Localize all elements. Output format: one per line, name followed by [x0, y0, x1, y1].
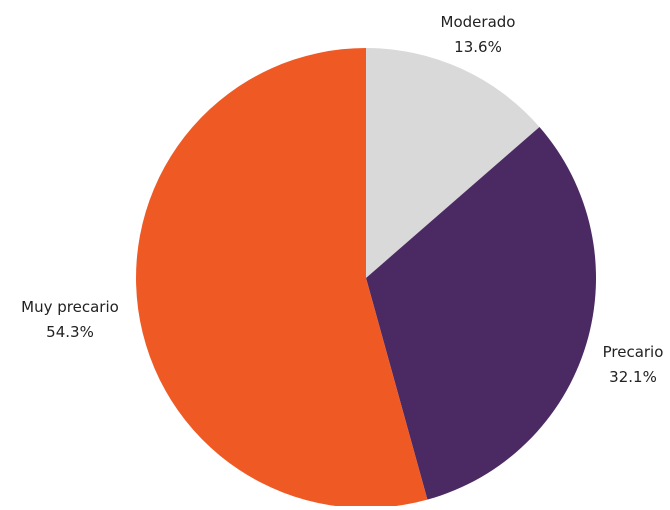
- slices-layer: [136, 48, 597, 509]
- slice-label-moderado: Moderado: [441, 13, 516, 31]
- pie-slice-muy-precario: [136, 48, 428, 509]
- slice-value-muy-precario: 54.3%: [46, 323, 94, 341]
- pie-slice-precario: [366, 126, 597, 500]
- slice-value-precario: 32.1%: [609, 368, 657, 386]
- pie-slice-moderado: [366, 48, 540, 278]
- slice-label-muy-precario: Muy precario: [21, 298, 119, 316]
- slice-label-precario: Precario: [603, 343, 664, 361]
- labels-layer: Moderado 13.6% Precario 32.1% Muy precario 54…: [21, 13, 663, 386]
- slice-value-moderado: 13.6%: [454, 38, 502, 56]
